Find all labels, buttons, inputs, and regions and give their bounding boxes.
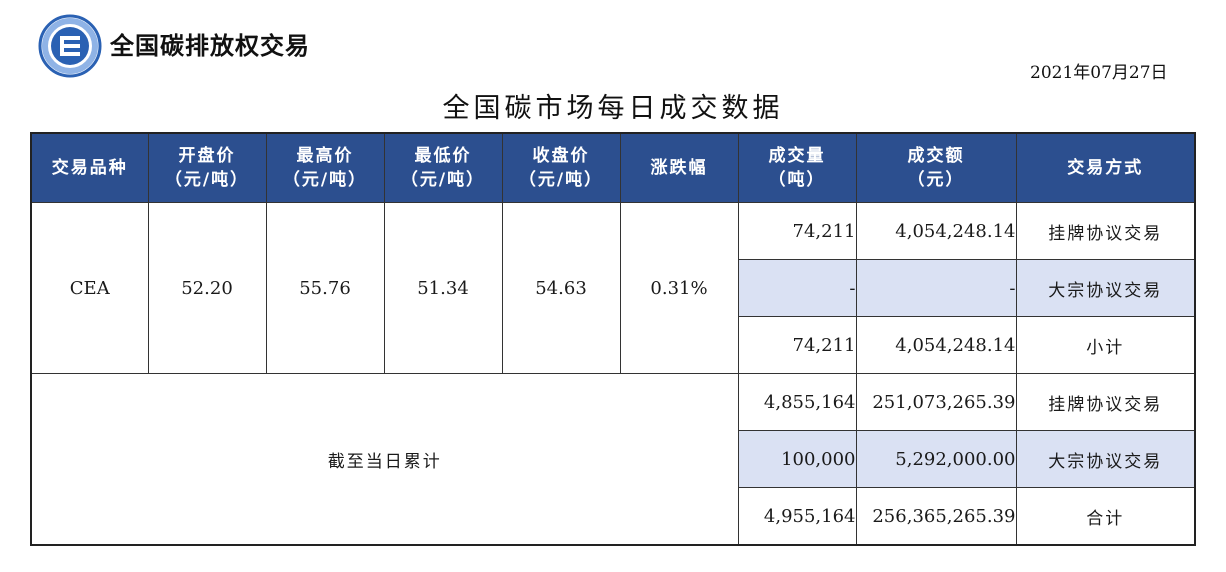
cell-trade-mode: 大宗协议交易 bbox=[1015, 430, 1196, 488]
col-header-low: 最低价 （元/吨） bbox=[383, 132, 503, 203]
cell-amount: - bbox=[855, 259, 1017, 317]
table-row: - - 大宗协议交易 bbox=[31, 259, 1196, 317]
table-row: 4,955,164 256,365,265.39 合计 bbox=[31, 487, 1196, 546]
exchange-logo-icon bbox=[38, 14, 102, 78]
cell-trade-mode: 合计 bbox=[1015, 487, 1196, 546]
cell-trade-mode: 挂牌协议交易 bbox=[1015, 373, 1196, 431]
col-header-change: 涨跌幅 bbox=[619, 132, 739, 203]
page-title: 全国碳市场每日成交数据 bbox=[442, 93, 784, 124]
cell-volume: 4,855,164 bbox=[737, 373, 857, 431]
brand-name: 全国碳排放权交易 bbox=[110, 32, 310, 60]
cell-low-price: 51.34 bbox=[383, 202, 503, 374]
cell-trade-mode: 小计 bbox=[1015, 316, 1196, 374]
cumulative-label: 截至当日累计 bbox=[30, 373, 739, 546]
col-header-amount: 成交额 （元） bbox=[855, 132, 1017, 203]
cell-volume: 74,211 bbox=[737, 202, 857, 260]
cell-volume: - bbox=[737, 259, 857, 317]
table-row: 截至当日累计 4,855,164 251,073,265.39 挂牌协议交易 bbox=[30, 373, 1196, 546]
cell-change: 0.31% bbox=[619, 202, 739, 374]
cell-amount: 256,365,265.39 bbox=[855, 487, 1017, 546]
col-header-volume: 成交量 （吨） bbox=[737, 132, 857, 203]
cell-trade-mode: 挂牌协议交易 bbox=[1015, 202, 1196, 260]
cell-volume: 100,000 bbox=[737, 430, 857, 488]
report-date: 2021年07月27日 bbox=[1030, 63, 1168, 83]
cell-open-price: 52.20 bbox=[147, 202, 267, 374]
table-row: 74,211 4,054,248.14 小计 bbox=[31, 316, 1196, 374]
col-header-close: 收盘价 （元/吨） bbox=[501, 132, 621, 203]
cell-product: CEA bbox=[30, 202, 149, 374]
col-header-high: 最高价 （元/吨） bbox=[265, 132, 385, 203]
table-header-row: 交易品种 开盘价 （元/吨） 最高价 （元/吨） 最低价 （元/吨） 收盘价 （元/吨）… bbox=[30, 132, 1196, 203]
cell-amount: 251,073,265.39 bbox=[855, 373, 1017, 431]
table-row: 100,000 5,292,000.00 大宗协议交易 bbox=[31, 430, 1196, 488]
cell-amount: 4,054,248.14 bbox=[855, 202, 1017, 260]
cell-high-price: 55.76 bbox=[265, 202, 385, 374]
cell-trade-mode: 大宗协议交易 bbox=[1015, 259, 1196, 317]
daily-trading-table: 交易品种 开盘价 （元/吨） 最高价 （元/吨） 最低价 （元/吨） 收盘价 （元/吨）… bbox=[30, 132, 1196, 546]
col-header-mode: 交易方式 bbox=[1015, 132, 1196, 203]
cell-amount: 5,292,000.00 bbox=[855, 430, 1017, 488]
cell-close-price: 54.63 bbox=[501, 202, 621, 374]
col-header-open: 开盘价 （元/吨） bbox=[147, 132, 267, 203]
cell-volume: 74,211 bbox=[737, 316, 857, 374]
cell-volume: 4,955,164 bbox=[737, 487, 857, 546]
col-header-product: 交易品种 bbox=[30, 132, 149, 203]
cell-amount: 4,054,248.14 bbox=[855, 316, 1017, 374]
table-row: CEA 52.20 55.76 51.34 54.63 0.31% 74,211… bbox=[30, 202, 1196, 374]
